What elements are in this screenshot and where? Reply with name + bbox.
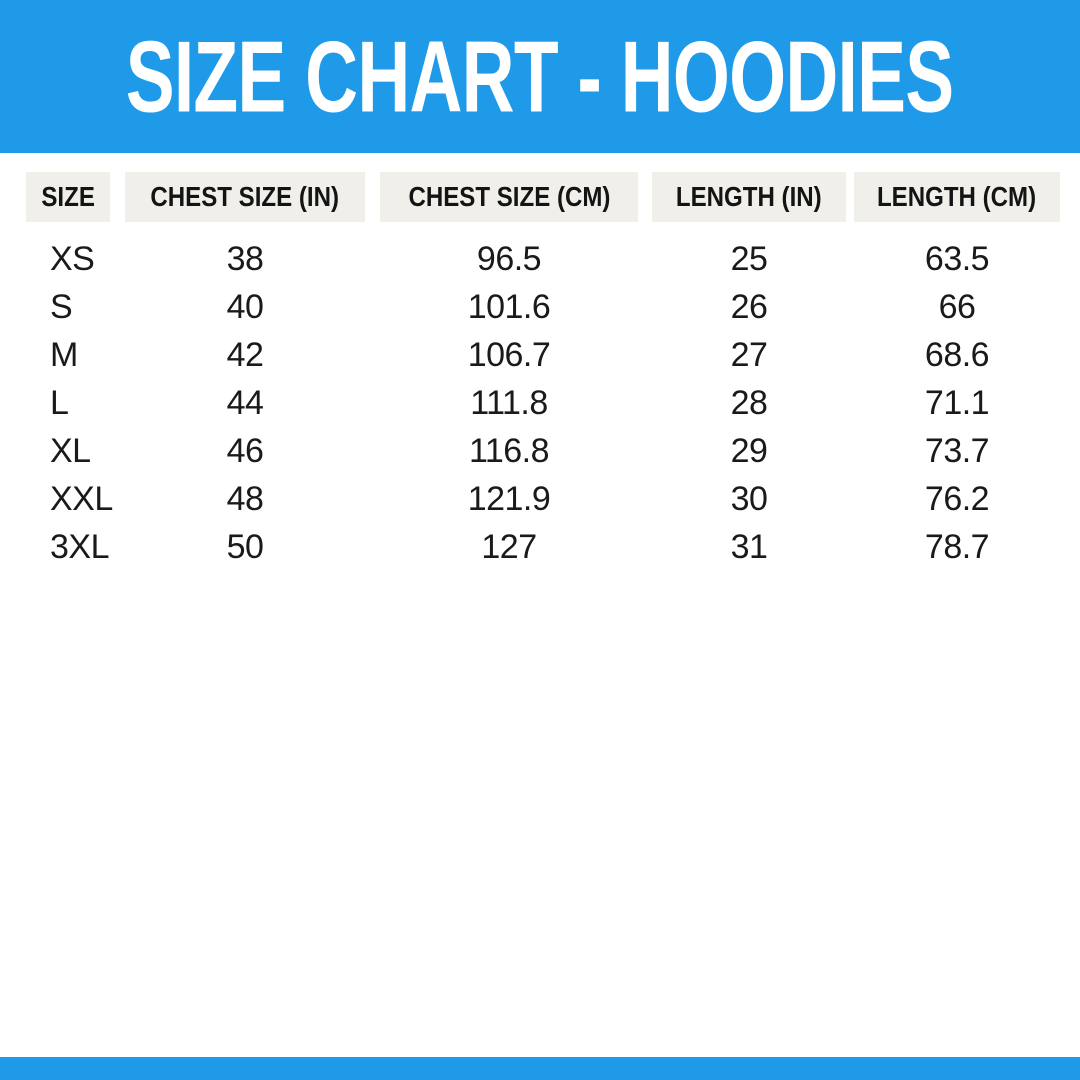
cell-length-in: 28	[730, 383, 768, 422]
cell-length-in: 30	[730, 479, 768, 518]
table-row: M 42 106.7 27 68.6	[26, 331, 1060, 379]
cell-chest-cm: 127	[481, 527, 537, 566]
cell-size: M	[50, 335, 78, 374]
cell-size: S	[50, 287, 73, 326]
cell-chest-in: 48	[226, 479, 264, 518]
cell-chest-cm: 101.6	[467, 287, 551, 326]
cell-length-in: 31	[730, 527, 768, 566]
cell-chest-in: 44	[226, 383, 264, 422]
cell-chest-in: 50	[226, 527, 264, 566]
cell-chest-cm: 106.7	[467, 335, 551, 374]
col-header-size: SIZE	[26, 172, 110, 222]
cell-length-in: 25	[730, 239, 768, 278]
cell-size: L	[50, 383, 69, 422]
cell-chest-cm: 116.8	[468, 431, 550, 470]
col-header-length-cm: LENGTH (CM)	[854, 172, 1060, 222]
cell-size: 3XL	[50, 527, 110, 566]
cell-chest-in: 38	[226, 239, 264, 278]
cell-length-cm: 71.1	[924, 383, 990, 422]
table-row: XS 38 96.5 25 63.5	[26, 235, 1060, 283]
cell-chest-cm: 96.5	[476, 239, 542, 278]
col-header-chest-in: CHEST SIZE (IN)	[125, 172, 365, 222]
cell-length-cm: 73.7	[924, 431, 990, 470]
cell-length-cm: 66	[938, 287, 976, 326]
cell-length-cm: 78.7	[924, 527, 990, 566]
cell-chest-in: 40	[226, 287, 264, 326]
table-row: L 44 111.8 28 71.1	[26, 379, 1060, 427]
cell-length-in: 29	[730, 431, 768, 470]
table-body: XS 38 96.5 25 63.5 S 40 101.6 26 66 M 42…	[26, 235, 1060, 571]
cell-chest-in: 42	[226, 335, 264, 374]
cell-size: XL	[50, 431, 91, 470]
table-row: 3XL 50 127 31 78.7	[26, 523, 1060, 571]
size-table: SIZE CHEST SIZE (IN) CHEST SIZE (CM) LEN…	[26, 172, 1060, 571]
table-row: S 40 101.6 26 66	[26, 283, 1060, 331]
col-header-length-in: LENGTH (IN)	[652, 172, 846, 222]
table-row: XL 46 116.8 29 73.7	[26, 427, 1060, 475]
cell-size: XS	[50, 239, 95, 278]
cell-length-cm: 68.6	[924, 335, 990, 374]
cell-chest-in: 46	[226, 431, 264, 470]
cell-length-in: 26	[730, 287, 768, 326]
col-header-chest-cm: CHEST SIZE (CM)	[380, 172, 638, 222]
hoodie-photos-section: BREW CAN DO iT	[0, 560, 1080, 1060]
table-row: XXL 48 121.9 30 76.2	[26, 475, 1060, 523]
cell-chest-cm: 111.8	[470, 383, 548, 422]
footer-accent-bar	[0, 1057, 1080, 1080]
cell-length-cm: 63.5	[924, 239, 990, 278]
cell-length-in: 27	[730, 335, 768, 374]
page-title: SIZE CHART - HOODIES	[126, 19, 954, 133]
header-banner: SIZE CHART - HOODIES	[0, 0, 1080, 153]
cell-chest-cm: 121.9	[467, 479, 551, 518]
cell-size: XXL	[50, 479, 113, 518]
cell-length-cm: 76.2	[924, 479, 990, 518]
table-header-row: SIZE CHEST SIZE (IN) CHEST SIZE (CM) LEN…	[26, 172, 1060, 222]
